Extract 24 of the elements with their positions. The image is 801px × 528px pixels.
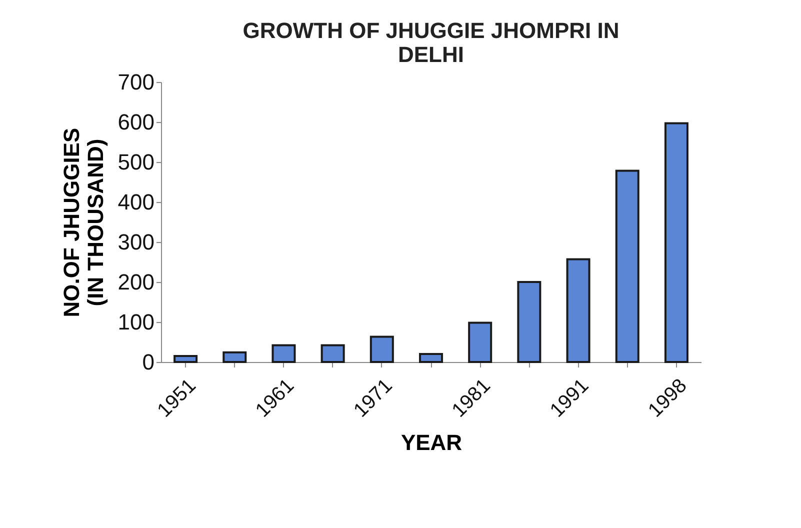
bar (566, 258, 590, 363)
y-tick-label: 100 (118, 310, 154, 334)
y-tick-label: 0 (142, 350, 154, 374)
y-tick-label: 400 (118, 190, 154, 214)
bar (370, 336, 394, 363)
text: (IN THOUSAND) (82, 138, 108, 306)
x-axis-title: YEAR (400, 430, 462, 456)
y-tick-label: 200 (118, 270, 154, 294)
bar (419, 353, 443, 363)
bar (664, 122, 688, 363)
text: DELHI (398, 42, 464, 67)
y-tick-label: 700 (118, 70, 154, 94)
bar (320, 344, 345, 363)
bar (468, 322, 492, 363)
bar (615, 170, 640, 363)
bar (517, 281, 542, 363)
y-tick-label: 600 (118, 110, 154, 134)
y-tick-label: 300 (118, 230, 154, 254)
text: GROWTH OF JHUGGIE JHOMPRI IN (242, 18, 620, 43)
bar (174, 355, 198, 363)
y-tick-label: 500 (118, 150, 154, 174)
bar (222, 351, 247, 363)
text: NO.OF JHUGGIES (58, 128, 84, 318)
bar (272, 344, 296, 363)
